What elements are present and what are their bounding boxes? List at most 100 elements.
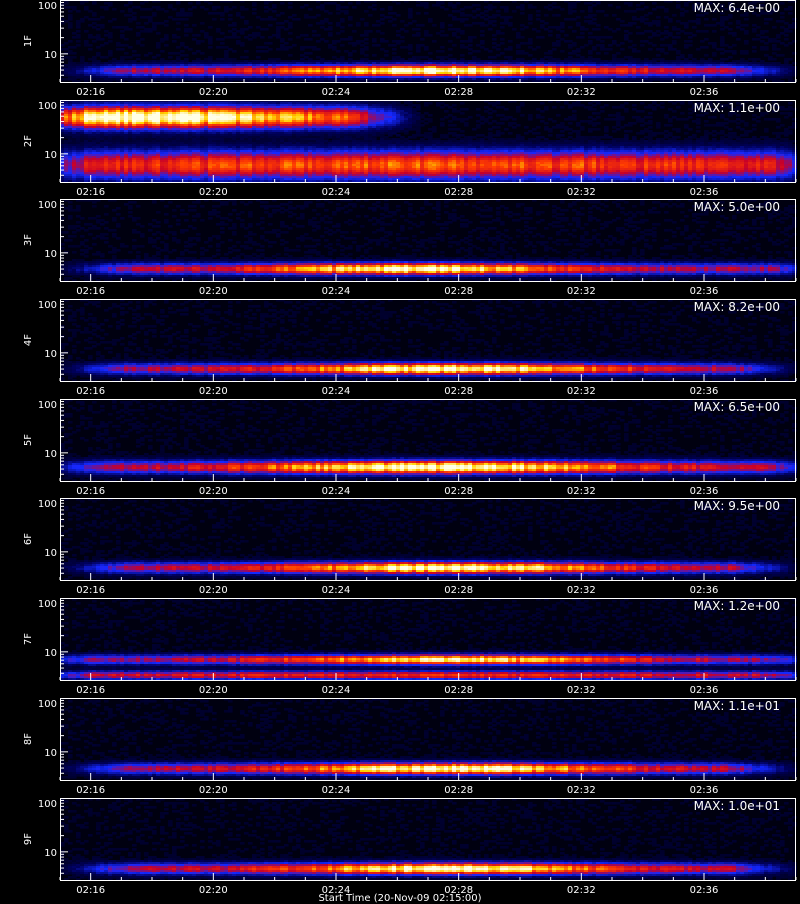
heatmap-cell [420,56,425,59]
heatmap-cell [632,44,637,47]
heatmap-cell [216,46,221,49]
heatmap-cell [388,16,393,19]
heatmap-cell [752,46,757,49]
heatmap-cell [632,50,637,53]
heatmap-cell [728,50,733,53]
heatmap-cell [692,26,697,29]
heatmap-cell [136,78,141,81]
heatmap-cell [128,2,133,5]
heatmap-cell [572,52,577,55]
max-label: MAX: 6.4e+00 [694,1,780,15]
heatmap-cell [688,20,693,23]
heatmap-cell [132,50,137,53]
heatmap-cell [704,30,709,33]
heatmap-cell [152,56,157,59]
heatmap-cell [416,28,421,31]
heatmap-cell [328,34,333,37]
heatmap-cell [604,48,609,51]
heatmap-cell [280,48,285,51]
heatmap-cell [692,20,697,23]
heatmap-cell [644,22,649,25]
heatmap-cell [556,6,561,9]
heatmap-cell [400,40,405,43]
heatmap-cell [588,10,593,13]
heatmap-cell [92,18,97,21]
heatmap-cell [164,44,169,47]
heatmap-cell [288,6,293,9]
heatmap-cell [592,28,597,31]
heatmap-cell [100,16,105,19]
heatmap-cell [592,22,597,25]
heatmap-cell [160,22,165,25]
panel-label: 1F [23,35,34,47]
heatmap-cell [676,28,681,31]
heatmap-cell [64,78,69,81]
heatmap-cell [324,28,329,31]
heatmap-cell [172,52,177,55]
heatmap-cell [372,4,377,7]
heatmap-cell [616,6,621,9]
heatmap-cell [104,2,109,5]
heatmap-cell [184,46,189,49]
heatmap-cell [216,12,221,15]
heatmap-cell [364,38,369,41]
heatmap-cell [632,22,637,25]
heatmap-cell [588,32,593,35]
heatmap-cell [648,48,653,51]
heatmap-cell [612,42,617,45]
heatmap-cell [656,16,661,19]
heatmap-cell [272,10,277,13]
heatmap-cell [268,18,273,21]
heatmap-cell [680,30,685,33]
heatmap-cell [180,50,185,53]
heatmap-cell [752,78,757,81]
heatmap-cell [68,6,73,9]
heatmap-cell [124,56,129,59]
heatmap-cell [220,38,225,41]
heatmap-cell [760,48,765,51]
heatmap-cell [480,34,485,37]
heatmap-cell [252,36,257,39]
heatmap-cell [408,52,413,55]
heatmap-cell [716,48,721,51]
heatmap-cell [560,26,565,29]
heatmap-cell [328,12,333,15]
heatmap-cell [788,12,793,15]
heatmap-cell [788,42,793,45]
heatmap-cell [464,24,469,27]
heatmap-cell [464,6,469,9]
heatmap-cell [764,22,769,25]
heatmap-cell [100,56,105,59]
heatmap-cell [580,28,585,31]
heatmap-cell [552,26,557,29]
heatmap-cell [772,40,777,43]
heatmap-cell [316,40,321,43]
heatmap-cell [180,44,185,47]
heatmap-cell [484,24,489,27]
heatmap-cell [600,36,605,39]
heatmap-cell [504,22,509,25]
heatmap-cell [732,44,737,47]
heatmap-cell [732,34,737,37]
heatmap-cell [272,6,277,9]
heatmap-cell [380,32,385,35]
heatmap-cell [688,36,693,39]
heatmap-cell [420,4,425,7]
heatmap-cell [64,56,69,59]
heatmap-cell [84,8,89,11]
heatmap-cell [152,28,157,31]
heatmap-cell [724,50,729,53]
heatmap-cell [788,26,793,29]
heatmap-cell [372,8,377,11]
heatmap-cell [336,12,341,15]
heatmap-cell [764,30,769,33]
x-tick-label: 02:20 [199,87,228,98]
heatmap-cell [196,78,201,81]
heatmap-cell [176,22,181,25]
heatmap-cell [664,16,669,19]
heatmap-cell [744,24,749,27]
heatmap-cell [244,50,249,53]
heatmap-cell [220,32,225,35]
heatmap-cell [652,8,657,11]
